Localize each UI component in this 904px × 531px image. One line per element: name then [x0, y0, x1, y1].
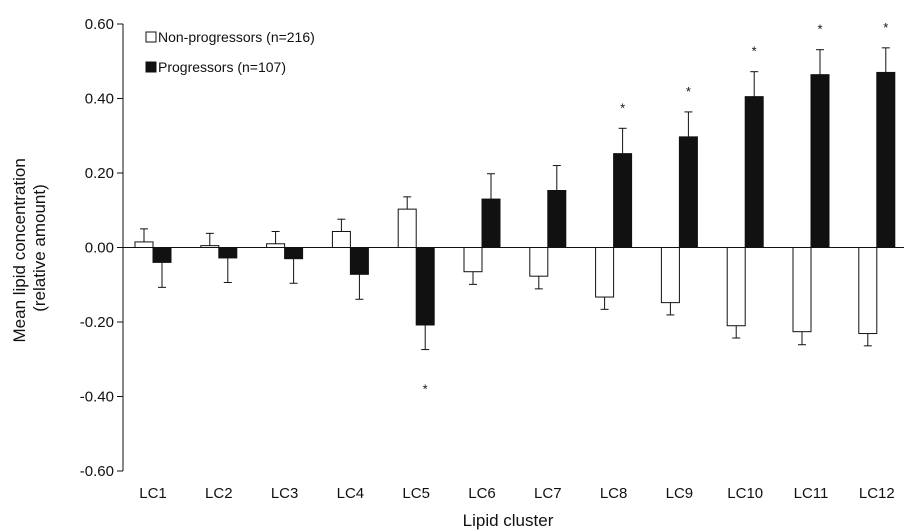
y-axis-title-line1: Mean lipid concentration	[10, 158, 29, 342]
x-tick-label-lc11: LC11	[794, 485, 829, 502]
bar-progressors-lc1	[152, 247, 172, 263]
bar-non-progressors-lc7	[529, 247, 549, 277]
bar-progressors-lc3	[284, 247, 304, 260]
x-tick-label-lc2: LC2	[205, 485, 233, 502]
y-tick-label: 0.00	[85, 240, 114, 257]
significance-marker: *	[752, 44, 757, 59]
bar-non-progressors-lc10	[726, 247, 746, 327]
bar-non-progressors-lc11	[792, 247, 812, 333]
y-tick-label: -0.60	[80, 463, 114, 480]
bar-progressors-lc9	[678, 136, 698, 248]
x-axis-tick-labels: LC1 LC2 LC3 LC4 LC5 LC6 LC7 LC8 LC9 LC10 LC11 LC12	[139, 485, 894, 502]
legend: Non-progressors (n=216) Progressors (n=10…	[145, 29, 315, 75]
y-tick-label: 0.20	[85, 165, 114, 182]
bars: * * * * * *	[134, 20, 896, 397]
x-tick-label-lc1: LC1	[139, 485, 167, 502]
x-tick-label-lc9: LC9	[666, 485, 694, 502]
bar-non-progressors-lc6	[463, 247, 483, 273]
bar-progressors-lc8	[613, 153, 633, 249]
bar-non-progressors-lc8	[595, 247, 615, 298]
legend-label-progressors: Progressors (n=107)	[158, 59, 286, 75]
bar-non-progressors-lc9	[660, 247, 680, 304]
y-tick-label: 0.40	[85, 91, 114, 108]
x-tick-label-lc4: LC4	[337, 485, 365, 502]
bar-progressors-lc12	[876, 71, 896, 248]
x-tick-label-lc3: LC3	[271, 485, 299, 502]
x-tick-label-lc10: LC10	[727, 485, 763, 502]
x-tick-label-lc12: LC12	[859, 485, 895, 502]
bar-progressors-lc6	[481, 198, 501, 248]
bar-non-progressors-lc2	[200, 245, 220, 248]
significance-marker: *	[883, 20, 888, 35]
legend-swatch-non-progressors	[145, 31, 157, 43]
bar-progressors-lc11	[810, 74, 830, 248]
bar-progressors-lc5	[415, 247, 435, 326]
axes: 0.60 0.40 0.20 0.00 -0.20 -0.40 -0.60	[80, 16, 904, 480]
x-tick-label-lc8: LC8	[600, 485, 628, 502]
y-axis-title: Mean lipid concentration (relative amoun…	[10, 153, 49, 342]
x-tick-label-lc7: LC7	[534, 485, 562, 502]
bar-non-progressors-lc3	[266, 243, 286, 248]
bar-non-progressors-lc4	[331, 230, 351, 248]
bar-progressors-lc7	[547, 190, 567, 249]
significance-marker: *	[620, 100, 625, 115]
x-tick-label-lc6: LC6	[468, 485, 496, 502]
x-axis-title: Lipid cluster	[463, 511, 554, 530]
significance-marker: *	[686, 84, 691, 99]
bar-progressors-lc10	[744, 96, 764, 248]
bar-non-progressors-lc12	[858, 247, 878, 335]
y-axis-title-line2: (relative amount)	[30, 184, 49, 312]
y-tick-label: -0.20	[80, 314, 114, 331]
x-tick-label-lc5: LC5	[402, 485, 430, 502]
bar-non-progressors-lc1	[134, 241, 154, 249]
significance-marker: *	[423, 382, 428, 397]
bar-non-progressors-lc5	[397, 208, 417, 249]
legend-swatch-progressors	[145, 61, 157, 73]
bar-progressors-lc2	[218, 247, 238, 259]
y-tick-label: 0.60	[85, 16, 114, 33]
significance-marker: *	[817, 22, 822, 37]
y-tick-label: -0.40	[80, 389, 114, 406]
y-axis-ticks: 0.60 0.40 0.20 0.00 -0.20 -0.40 -0.60	[80, 16, 123, 480]
bar-progressors-lc4	[349, 247, 369, 275]
legend-label-non-progressors: Non-progressors (n=216)	[158, 29, 315, 45]
